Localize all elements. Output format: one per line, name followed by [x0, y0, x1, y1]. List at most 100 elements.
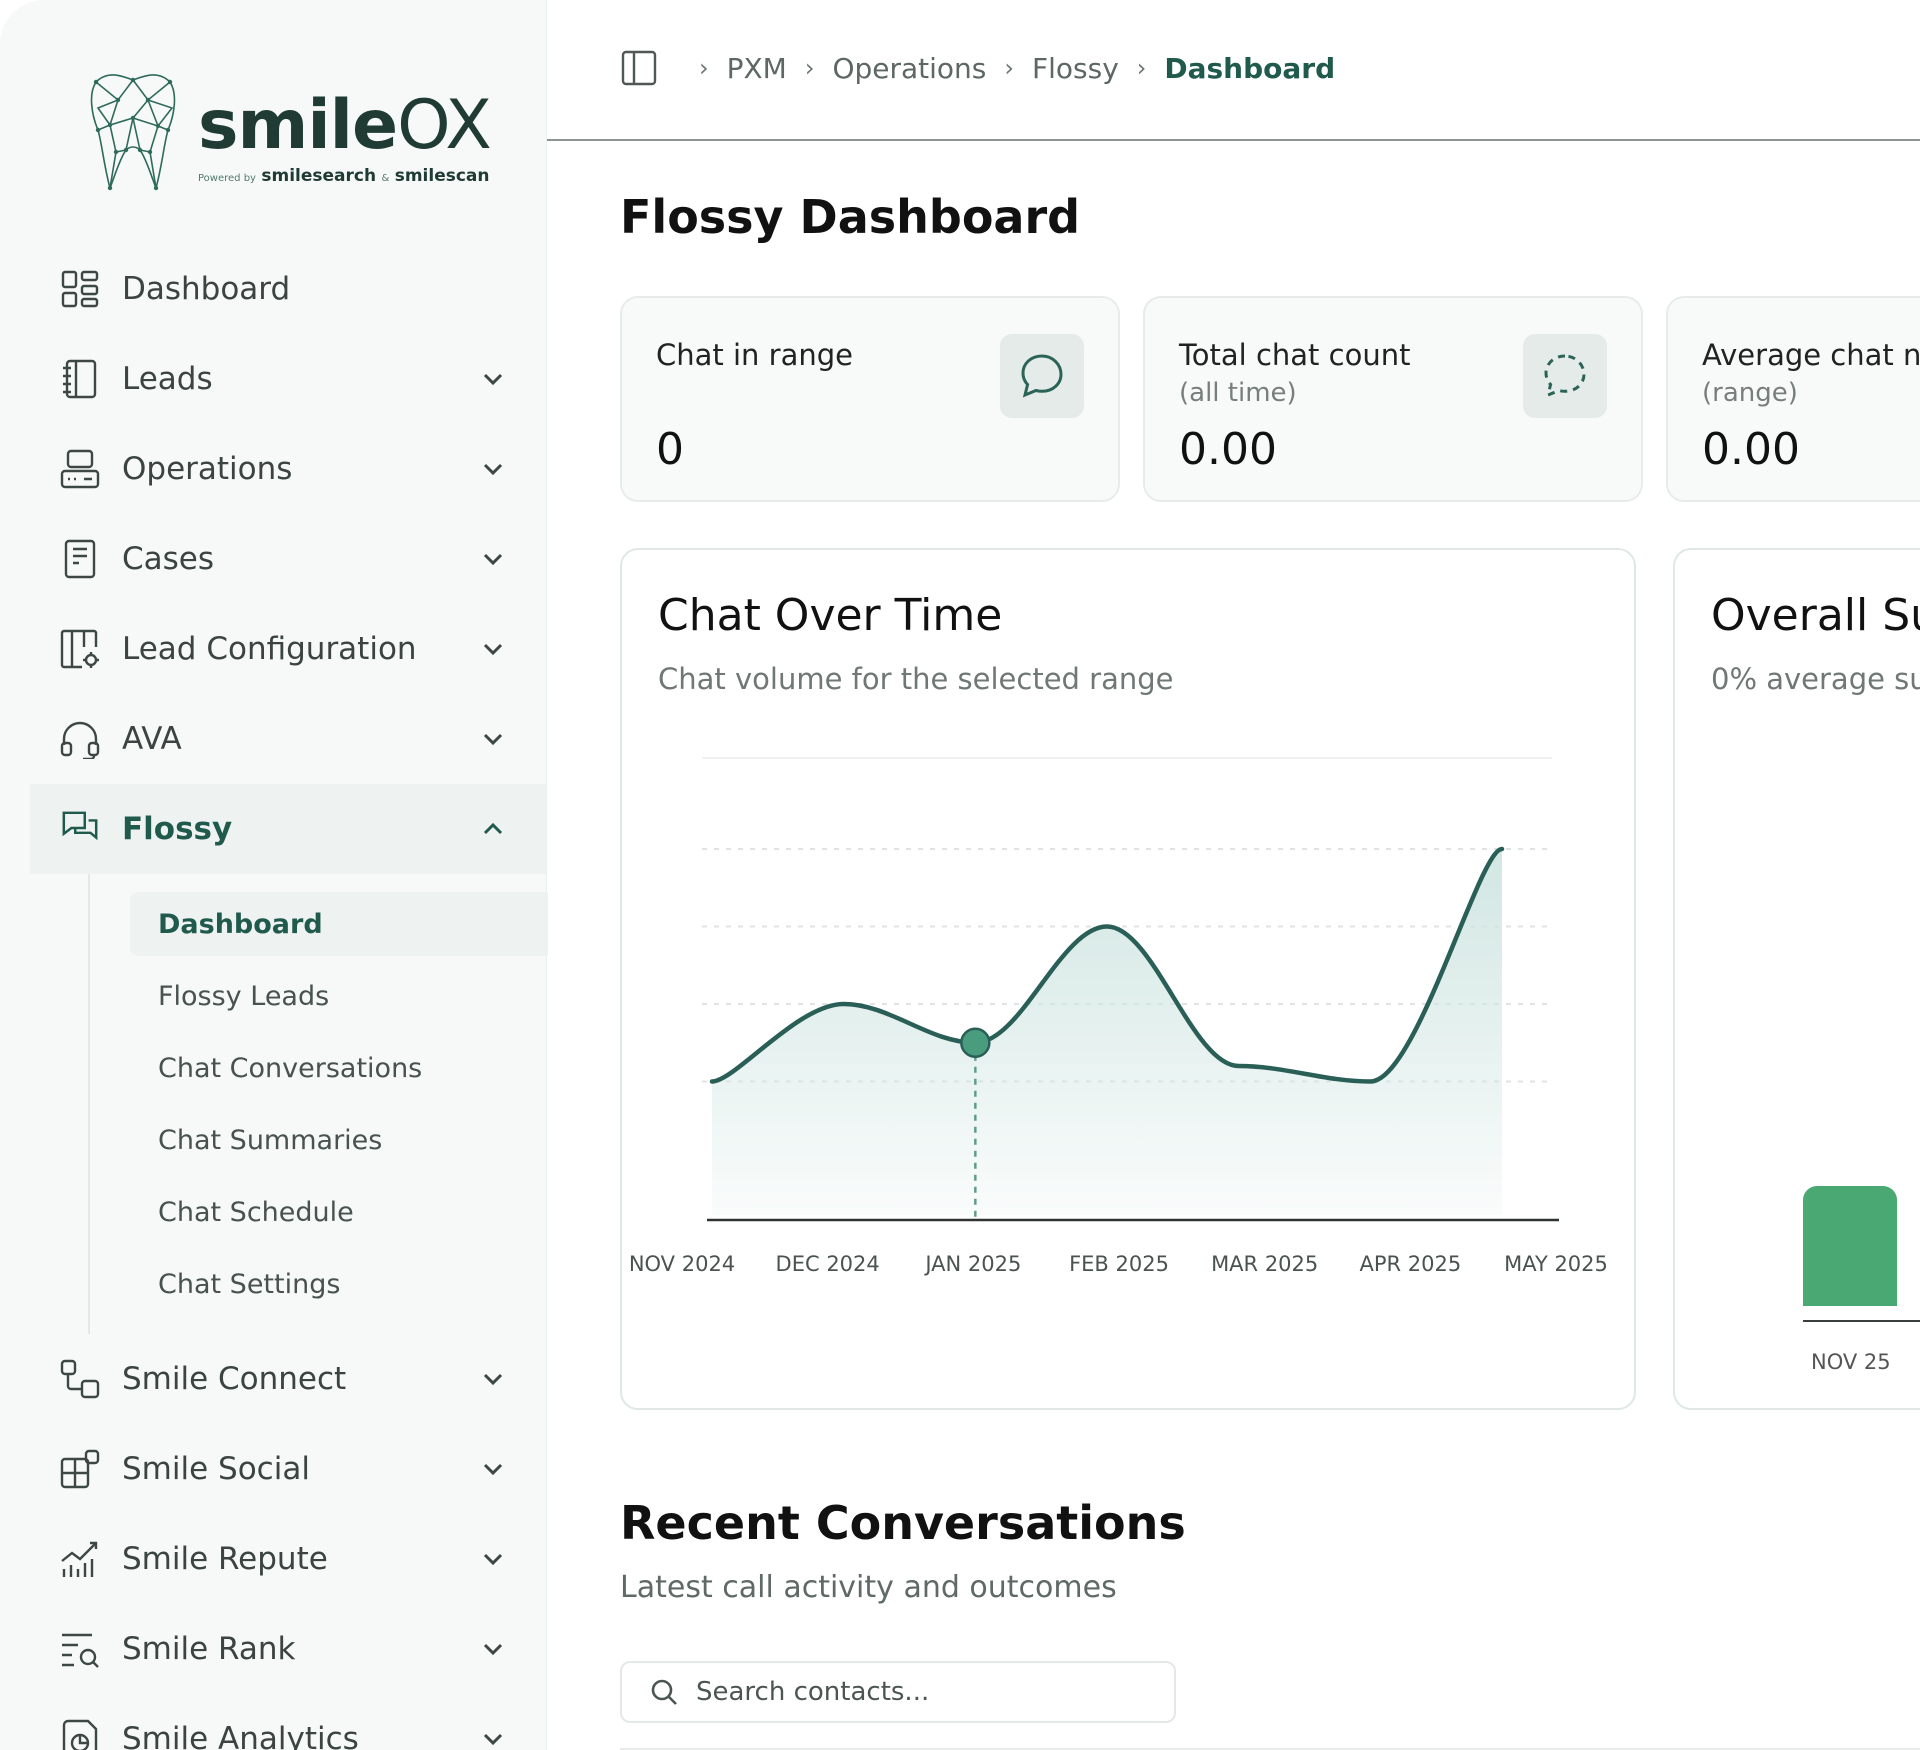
chart-x-tick-label: DEC 2024 [776, 1252, 880, 1276]
breadcrumb-item-current: Dashboard [1164, 51, 1336, 85]
brand-name-light: OX [397, 86, 492, 165]
chevron-down-icon[interactable] [476, 1362, 510, 1396]
submenu-item-chat-summaries[interactable]: Chat Summaries [158, 1124, 383, 1156]
summary-axis [1803, 1320, 1920, 1322]
config-panel-icon [60, 629, 100, 669]
brand-wordmark: smileOX [198, 92, 492, 160]
breadcrumb-chevron-icon: › [804, 54, 815, 82]
sidebar-item-leads[interactable]: Leads [0, 334, 546, 424]
chart-x-tick-label: MAR 2025 [1211, 1252, 1318, 1276]
chart-series-line [709, 846, 1505, 1084]
stat-title: Average chat n [1702, 338, 1920, 372]
sidebar-item-label: Smile Social [122, 1451, 310, 1487]
brand-logo[interactable]: smileOX Powered by smilesearch & smilesc… [88, 70, 492, 200]
analytics-icon [60, 1719, 100, 1750]
overall-summary-card: Overall Su 0% average su NOV 25 [1673, 548, 1920, 1410]
chart-x-tick-label: JAN 2025 [923, 1252, 1021, 1276]
chevron-down-icon[interactable] [476, 1542, 510, 1576]
sidebar-item-operations[interactable]: Operations [0, 424, 546, 514]
sidebar-item-smile-rank[interactable]: Smile Rank [0, 1604, 546, 1694]
sidebar-item-smile-connect[interactable]: Smile Connect [0, 1334, 546, 1424]
chevron-down-icon[interactable] [476, 542, 510, 576]
stat-value: 0.00 [1179, 424, 1277, 475]
sidebar-toggle-icon[interactable] [621, 50, 657, 86]
submenu-item-chat-schedule[interactable]: Chat Schedule [158, 1196, 354, 1228]
sidebar-item-dashboard[interactable]: Dashboard [0, 244, 546, 334]
sidebar-item-ava[interactable]: AVA [0, 694, 546, 784]
sidebar: smileOX Powered by smilesearch & smilesc… [0, 0, 548, 1750]
search-icon [650, 1678, 678, 1706]
sidebar-item-lead-configuration[interactable]: Lead Configuration [0, 604, 546, 694]
chart-title: Chat Over Time [658, 590, 1003, 641]
sidebar-item-smile-social[interactable]: Smile Social [0, 1424, 546, 1514]
page-title: Flossy Dashboard [620, 190, 1081, 244]
sidebar-item-flossy[interactable]: Flossy [30, 784, 546, 874]
summary-subtitle: 0% average su [1711, 662, 1920, 696]
stat-value: 0.00 [1702, 424, 1800, 475]
stat-card-average-chat: Average chat n (range) 0.00 [1666, 296, 1920, 502]
submenu-item-flossy-leads[interactable]: Flossy Leads [158, 980, 330, 1012]
breadcrumb-item-flossy[interactable]: Flossy [1032, 51, 1119, 85]
search-contacts [620, 1661, 1176, 1723]
breadcrumb-item-pxm[interactable]: PXM [726, 51, 787, 85]
sidebar-item-label: Operations [122, 451, 293, 487]
chart-x-tick-label: MAY 2025 [1504, 1252, 1608, 1276]
breadcrumb-chevron-icon: › [1136, 54, 1147, 82]
sidebar-item-smile-analytics[interactable]: Smile Analytics [0, 1694, 546, 1750]
sidebar-item-label: Dashboard [122, 271, 291, 307]
chat-bubble-icon [1000, 334, 1084, 418]
recent-conversations-title: Recent Conversations [620, 1496, 1186, 1550]
powered-brand-b: smilescan [394, 166, 490, 186]
growth-chart-icon [60, 1539, 100, 1579]
sidebar-item-label: Lead Configuration [122, 631, 417, 667]
sidebar-item-label: Smile Rank [122, 1631, 296, 1667]
connect-icon [60, 1359, 100, 1399]
chevron-down-icon[interactable] [476, 722, 510, 756]
flossy-submenu: Dashboard Flossy Leads Chat Conversation… [88, 874, 548, 1334]
submenu-item-chat-conversations[interactable]: Chat Conversations [158, 1052, 423, 1084]
breadcrumb-item-operations[interactable]: Operations [832, 51, 987, 85]
chevron-down-icon[interactable] [476, 1632, 510, 1666]
search-input[interactable] [694, 1676, 1158, 1708]
powered-brand-a: smilesearch [261, 166, 377, 186]
sidebar-item-label: Flossy [122, 811, 233, 847]
sidebar-item-label: AVA [122, 721, 182, 757]
stat-title: Total chat count [1179, 338, 1411, 372]
sidebar-item-smile-repute[interactable]: Smile Repute [0, 1514, 546, 1604]
chevron-down-icon[interactable] [476, 632, 510, 666]
chart-highlight-point [960, 1027, 991, 1058]
top-bar: › PXM › Operations › Flossy › Dashboard [547, 0, 1920, 141]
dashboard-grid-icon [60, 269, 100, 309]
powered-prefix: Powered by [198, 173, 256, 184]
submenu-item-dashboard[interactable]: Dashboard [130, 892, 548, 956]
chevron-down-icon[interactable] [476, 1722, 510, 1750]
chat-bubbles-icon [60, 809, 100, 849]
breadcrumb-chevron-icon: › [699, 54, 709, 82]
sidebar-item-label: Cases [122, 541, 215, 577]
sidebar-item-label: Smile Analytics [122, 1721, 359, 1750]
stat-title: Chat in range [656, 338, 853, 372]
stat-subtitle: (all time) [1179, 378, 1297, 408]
chevron-down-icon[interactable] [476, 362, 510, 396]
stat-card-total-chat-count: Total chat count (all time) 0.00 [1143, 296, 1643, 502]
breadcrumb: › PXM › Operations › Flossy › Dashboard [621, 50, 1335, 86]
chevron-down-icon[interactable] [476, 1452, 510, 1486]
headset-icon [60, 719, 100, 759]
conversations-table-edge [620, 1748, 1920, 1750]
stat-subtitle: (range) [1702, 378, 1798, 408]
sidebar-item-cases[interactable]: Cases [0, 514, 546, 604]
summary-title: Overall Su [1711, 590, 1920, 641]
submenu-item-chat-settings[interactable]: Chat Settings [158, 1268, 341, 1300]
document-icon [60, 539, 100, 579]
summary-x-label: NOV 25 [1811, 1350, 1891, 1374]
summary-bar[interactable] [1803, 1186, 1897, 1306]
social-blocks-icon [60, 1449, 100, 1489]
chevron-down-icon[interactable] [476, 452, 510, 486]
chevron-up-icon[interactable] [476, 812, 510, 846]
stat-card-chat-in-range: Chat in range 0 [620, 296, 1120, 502]
chat-over-time-chart[interactable]: NOV 2024 DEC 2024 JAN 2025 FEB 2025 MAR 2025… [622, 550, 1634, 1408]
sidebar-item-label: Smile Connect [122, 1361, 347, 1397]
rank-search-icon [60, 1629, 100, 1669]
sidebar-nav: Dashboard Leads Operations [0, 244, 548, 1750]
